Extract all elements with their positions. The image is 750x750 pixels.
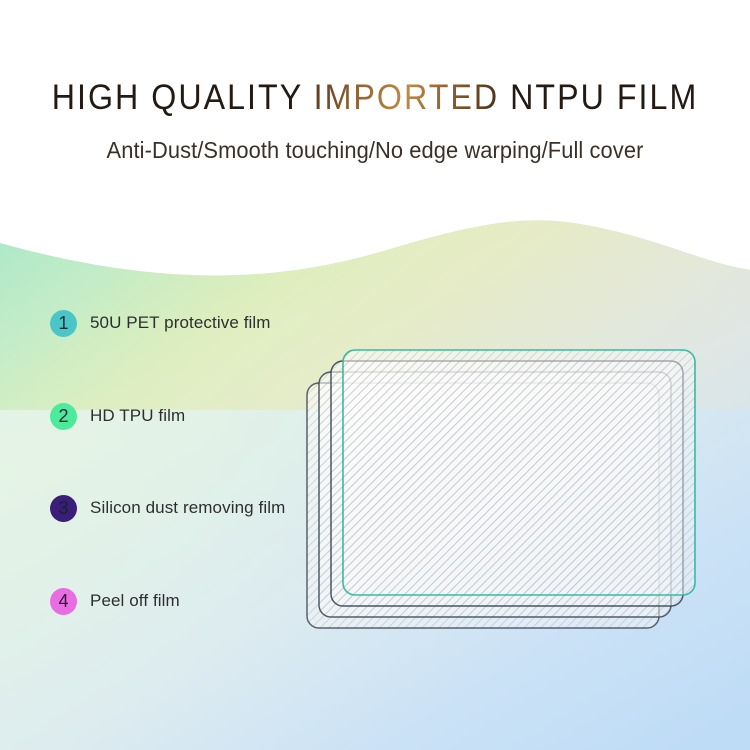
feature-label-2: HD TPU film	[90, 406, 186, 425]
page-title: HIGH QUALITY IMPORTED NTPU FILM	[30, 78, 720, 118]
feature-badge-4: 4	[50, 587, 77, 615]
feature-badge-3: 3	[50, 494, 77, 522]
feature-label-1: 50U PET protective film	[90, 313, 271, 332]
title-segment-two: NTPU FILM	[499, 78, 699, 117]
list-item: 4 Peel off film	[50, 582, 180, 620]
page-subtitle: Anti-Dust/Smooth touching/No edge warpin…	[106, 137, 644, 163]
film-layer-pet-protective	[342, 349, 696, 596]
list-item: 1 50U PET protective film	[50, 304, 271, 342]
poster-header: HIGH QUALITY IMPORTED NTPU FILM Anti-Dus…	[0, 0, 750, 215]
stacked-film-illustration	[290, 335, 720, 645]
feature-list: 1 50U PET protective film 2 HD TPU film …	[0, 0, 340, 750]
feature-badge-1: 1	[50, 309, 77, 337]
feature-label-4: Peel off film	[90, 591, 180, 610]
feature-badge-2: 2	[50, 402, 77, 430]
title-segment-one: HIGH QUALITY	[51, 78, 314, 117]
title-segment-accent: IMPORTED	[313, 78, 500, 117]
list-item: 3 Silicon dust removing film	[50, 489, 285, 527]
feature-label-3: Silicon dust removing film	[90, 498, 286, 517]
list-item: 2 HD TPU film	[50, 397, 185, 435]
